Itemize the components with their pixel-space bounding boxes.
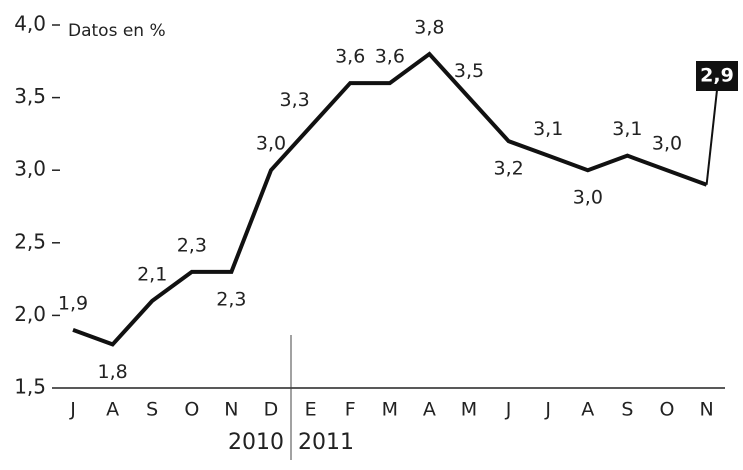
value-label: 1,9 (58, 292, 88, 314)
x-tick-label: D (264, 399, 279, 421)
value-label: 3,0 (652, 133, 682, 155)
annotation: Datos en % (68, 21, 166, 41)
x-tick-label: J (544, 399, 551, 421)
value-label: 3,0 (573, 187, 603, 209)
line (72, 51, 708, 347)
value-label: 2,3 (177, 234, 207, 256)
value-label: 3,2 (493, 158, 523, 180)
value-label: 3,1 (533, 118, 563, 140)
value-label: 2,3 (216, 288, 246, 310)
x-tick-label: M (461, 399, 477, 421)
x-tick-label: N (699, 399, 713, 421)
x-tick-label: A (581, 399, 594, 421)
y-tick-label: 2,0 (14, 302, 46, 326)
y-tick-label: 3,0 (14, 157, 46, 181)
value-label: 3,3 (279, 89, 309, 111)
value-label: 2,1 (137, 263, 167, 285)
year-label: 2010 (228, 430, 284, 455)
value-label: 1,8 (97, 361, 127, 383)
x-tick-label: S (146, 399, 158, 421)
value-label: 3,6 (335, 46, 365, 68)
x-tick-label: S (621, 399, 633, 421)
x-tick-label: O (184, 399, 199, 421)
x-tick-label: E (305, 399, 317, 421)
value-label: 3,5 (454, 60, 484, 82)
x-tick-label: J (505, 399, 512, 421)
y-tick-label: 4,0 (14, 12, 46, 36)
value-label: 2,9 (700, 65, 734, 87)
callout-line (705, 89, 718, 185)
y-tick-label: 1,5 (14, 375, 46, 399)
x-tick-label: J (69, 399, 76, 421)
x-tick-label: M (382, 399, 398, 421)
x-tick-label: N (224, 399, 238, 421)
label-box (696, 61, 738, 91)
x-tick-label: A (423, 399, 436, 421)
year-label: 2011 (298, 430, 354, 455)
y-tick-label: 3,5 (14, 84, 46, 108)
value-label: 3,0 (256, 133, 286, 155)
x-tick-label: F (345, 399, 356, 421)
value-label: 3,1 (612, 118, 642, 140)
value-label: 3,8 (414, 17, 444, 39)
value-label: 3,6 (375, 46, 405, 68)
x-tick-label: A (106, 399, 119, 421)
x-tick-label: O (660, 399, 675, 421)
y-tick-label: 2,5 (14, 229, 46, 253)
